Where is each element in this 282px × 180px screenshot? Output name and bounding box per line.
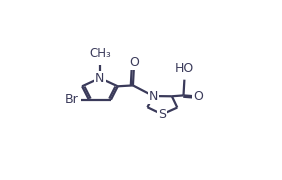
Text: HO: HO xyxy=(175,62,194,75)
Text: Br: Br xyxy=(64,93,78,106)
Text: N: N xyxy=(149,90,158,103)
Text: S: S xyxy=(158,108,166,121)
Text: O: O xyxy=(129,56,139,69)
Text: O: O xyxy=(193,90,203,103)
Text: N: N xyxy=(95,71,105,85)
Text: CH₃: CH₃ xyxy=(89,47,111,60)
